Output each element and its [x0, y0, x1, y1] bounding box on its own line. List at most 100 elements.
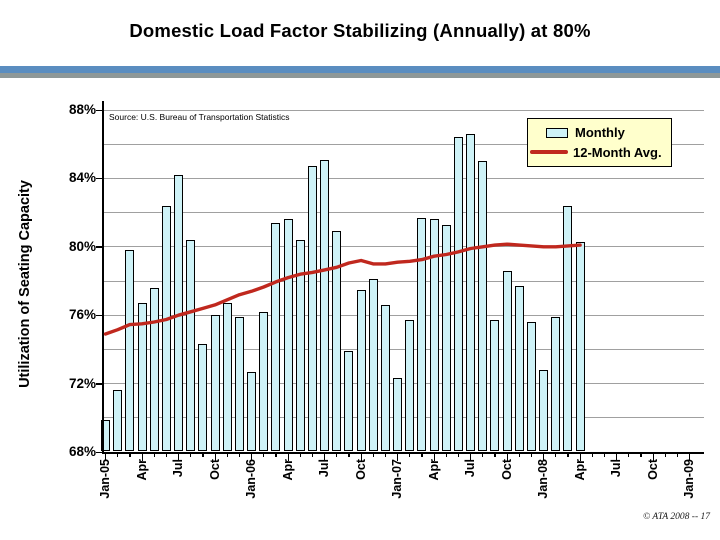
gridline-88pct — [103, 109, 704, 111]
x-tick-20 — [348, 453, 350, 457]
x-tick-19 — [336, 453, 338, 457]
bar-Oct-07 — [502, 270, 512, 452]
bar-Jul-06 — [320, 159, 330, 452]
x-tick-14 — [275, 453, 277, 457]
x-tick-40 — [591, 453, 593, 457]
x-tick-35 — [530, 453, 533, 457]
bar-Apr-07 — [429, 219, 439, 452]
bar-Jun-06 — [307, 166, 317, 452]
bar-Jun-05 — [161, 205, 171, 452]
bar-Oct-06 — [356, 289, 366, 452]
bar-Jan-07 — [393, 378, 403, 452]
x-tick-44 — [640, 453, 642, 457]
x-tick-41 — [603, 453, 606, 457]
bar-Dec-05 — [234, 316, 244, 452]
x-tick-16 — [299, 453, 301, 457]
x-axis-line — [102, 452, 704, 454]
bar-May-05 — [149, 287, 159, 452]
x-tick-15 — [287, 453, 289, 461]
x-axis-label-Jan-09: Jan-09 — [682, 459, 697, 499]
y-tick-88 — [96, 109, 102, 111]
x-axis-label-Oct: Oct — [353, 459, 368, 480]
x-tick-3 — [141, 453, 143, 461]
y-tick-80 — [96, 246, 102, 248]
bar-Nov-06 — [368, 279, 378, 452]
x-tick-2 — [129, 453, 131, 457]
y-axis-label-76: 76% — [68, 307, 96, 323]
bar-Aug-06 — [332, 231, 342, 452]
x-tick-26 — [421, 453, 423, 457]
bar-Dec-07 — [526, 322, 536, 452]
x-tick-21 — [360, 453, 362, 461]
gridline-74pct — [103, 348, 704, 350]
monthly-bar-swatch-icon — [546, 127, 568, 138]
bar-Nov-05 — [222, 303, 232, 452]
bar-Jan-05 — [101, 419, 110, 452]
x-tick-29 — [457, 453, 460, 457]
bar-Nov-07 — [514, 286, 524, 452]
y-axis-label-88: 88% — [68, 102, 96, 117]
legend-label-monthly: Monthly — [575, 125, 625, 141]
x-tick-34 — [518, 453, 520, 457]
bar-Aug-05 — [186, 239, 196, 452]
legend-item-12-month-avg: 12-Month Avg. — [530, 145, 671, 160]
bar-Jun-07 — [453, 137, 463, 452]
x-axis-label-Apr: Apr — [426, 459, 441, 481]
chart-legend: Monthly 12-Month Avg. — [527, 118, 672, 167]
x-tick-45 — [652, 453, 654, 461]
bar-Mar-08 — [563, 205, 573, 452]
x-tick-9 — [214, 453, 216, 461]
x-tick-42 — [616, 453, 618, 461]
x-tick-12 — [251, 453, 253, 461]
bar-Apr-08 — [575, 241, 585, 452]
bar-Feb-07 — [405, 320, 415, 452]
x-tick-4 — [153, 453, 155, 457]
x-tick-37 — [555, 453, 557, 457]
x-tick-13 — [263, 453, 265, 457]
x-tick-1 — [117, 453, 119, 457]
bar-Mar-06 — [271, 222, 281, 452]
x-tick-8 — [202, 453, 204, 457]
x-axis-label-Apr: Apr — [134, 459, 149, 481]
y-axis-line — [102, 101, 104, 454]
x-axis-label-Jan-05: Jan-05 — [98, 459, 112, 499]
x-tick-39 — [579, 453, 581, 461]
bar-Apr-05 — [137, 303, 147, 452]
y-axis-label-80: 80% — [68, 238, 96, 254]
title-divider-gray-bar — [0, 72, 720, 78]
x-axis-label-Apr: Apr — [280, 459, 295, 481]
y-tick-72 — [96, 383, 102, 385]
gridline-84pct — [103, 177, 704, 179]
x-tick-10 — [226, 453, 228, 457]
x-tick-46 — [664, 453, 666, 457]
x-axis-label-Jul: Jul — [171, 459, 186, 478]
x-tick-38 — [567, 453, 569, 457]
bar-May-06 — [295, 239, 305, 452]
slide-footer-page-number: © ATA 2008 -- 17 — [642, 512, 710, 522]
x-tick-17 — [311, 453, 314, 457]
x-axis-label-Apr: Apr — [572, 459, 587, 481]
bar-May-07 — [441, 224, 451, 452]
x-tick-48 — [689, 453, 691, 461]
x-tick-33 — [506, 453, 508, 461]
bar-Dec-06 — [380, 304, 390, 452]
x-axis-label-Jul: Jul — [463, 459, 478, 478]
bar-Feb-08 — [551, 316, 561, 452]
bar-Aug-07 — [478, 161, 488, 452]
bar-Feb-06 — [259, 311, 269, 452]
x-tick-18 — [324, 453, 326, 461]
x-tick-28 — [445, 453, 447, 457]
x-tick-43 — [628, 453, 630, 457]
y-tick-68 — [96, 451, 102, 453]
y-tick-84 — [96, 177, 102, 180]
x-tick-30 — [470, 453, 472, 461]
x-tick-7 — [190, 453, 192, 457]
bar-Mar-07 — [417, 217, 427, 452]
gridline-82pct — [103, 212, 704, 214]
bar-Feb-05 — [113, 390, 123, 452]
x-tick-11 — [238, 453, 241, 457]
bar-Mar-05 — [125, 250, 135, 452]
x-tick-5 — [165, 453, 168, 457]
gridline-70pct — [103, 417, 704, 419]
